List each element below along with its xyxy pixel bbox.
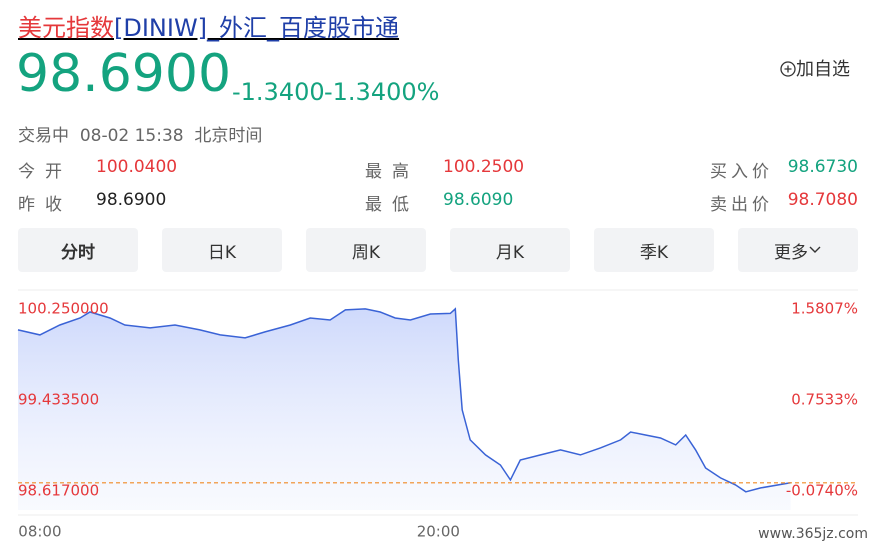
status: 交易中 — [18, 126, 69, 146]
stat-value: 98.7080 — [787, 190, 858, 210]
zone: 北京时间 — [194, 126, 263, 146]
page-title[interactable]: 美元指数[DINIW]_外汇_百度股市通 — [18, 8, 399, 43]
x-tick-label: 08:00 — [18, 523, 61, 541]
y-tick-label: 99.433500 — [18, 390, 99, 408]
tab[interactable]: 季K — [594, 228, 714, 272]
watermark: www.365jz.com — [758, 526, 868, 542]
stat-value: 98.6730 — [787, 157, 858, 177]
tab[interactable]: 月K — [450, 228, 570, 272]
y2-tick-label: -0.0740% — [786, 481, 858, 499]
tab[interactable]: 周K — [306, 228, 426, 272]
stat-label: 买入价 — [710, 162, 773, 182]
add-watchlist[interactable]: 加自选 — [780, 55, 850, 81]
change-pct: -1.3400% — [324, 78, 440, 106]
stat-label: 今开 — [18, 162, 72, 182]
plus-icon — [780, 61, 796, 77]
tab-more[interactable]: 更多 — [738, 228, 858, 272]
stat-value: 98.6090 — [443, 190, 514, 210]
y-tick-label: 100.250000 — [18, 299, 109, 317]
y2-tick-label: 1.5807% — [791, 299, 858, 317]
stat-value: 100.2500 — [443, 157, 525, 177]
title-name[interactable]: 美元指数 — [18, 14, 114, 42]
price: 98.6900 — [16, 44, 232, 104]
title-rest[interactable]: [DINIW]_外汇_百度股市通 — [114, 14, 400, 42]
y2-tick-label: 0.7533% — [791, 390, 858, 408]
price-line — [17, 307, 791, 493]
add-label[interactable]: 加自选 — [796, 59, 850, 80]
stat-label: 最低 — [365, 195, 419, 215]
chevron — [809, 246, 821, 253]
time: 08-02 15:38 — [79, 126, 184, 146]
tab[interactable]: 日K — [162, 228, 282, 272]
y-tick-label: 98.617000 — [18, 481, 99, 499]
stat-value: 98.6900 — [96, 190, 167, 210]
change: -1.3400 — [232, 78, 325, 106]
tab-more-label[interactable]: 更多 — [774, 242, 808, 263]
stat-label: 昨收 — [18, 195, 72, 215]
area — [18, 308, 791, 510]
stat-label: 卖出价 — [710, 195, 773, 215]
stat-label: 最高 — [365, 162, 419, 182]
x-tick-label: 20:00 — [417, 523, 460, 541]
stat-value: 100.0400 — [96, 157, 178, 177]
tab[interactable]: 分时 — [18, 228, 138, 272]
intraday-chart: 100.250000 99.433500 98.617000 1.5807% 0.753… — [17, 289, 858, 541]
status-line: 交易中 08-02 15:38 北京时间 — [18, 121, 262, 146]
